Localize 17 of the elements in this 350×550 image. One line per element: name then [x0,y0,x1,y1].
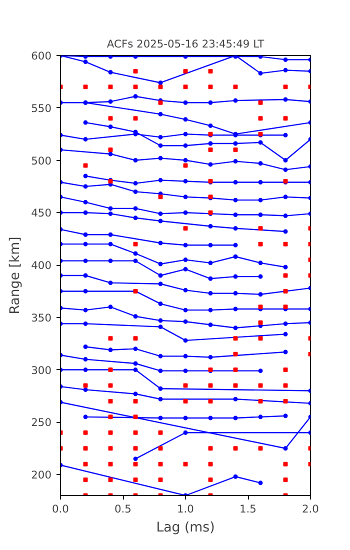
x-tick-label: 1.5 [240,502,256,516]
x-tick-label: 2.0 [302,502,320,516]
y-tick-label: 350 [31,311,52,324]
x-tick-label: 1.0 [177,502,194,516]
y-tick-label: 250 [31,416,52,430]
x-tick-label: 0.5 [114,502,132,516]
y-tick-label: 500 [31,154,52,168]
y-tick-label: 450 [31,206,52,220]
y-tick-label: 200 [31,468,52,482]
y-tick-label: 550 [31,102,52,115]
x-tick-label: 0.0 [52,502,70,516]
y-tick-label: 400 [31,259,52,272]
y-tick-label: 600 [31,50,52,62]
x-axis-title: Lag (ms) [156,520,215,536]
y-tick-label: 300 [31,364,52,377]
y-axis-title: Range [km] [8,236,24,314]
chart-title: ACFs 2025-05-16 23:45:49 LT [106,38,265,50]
